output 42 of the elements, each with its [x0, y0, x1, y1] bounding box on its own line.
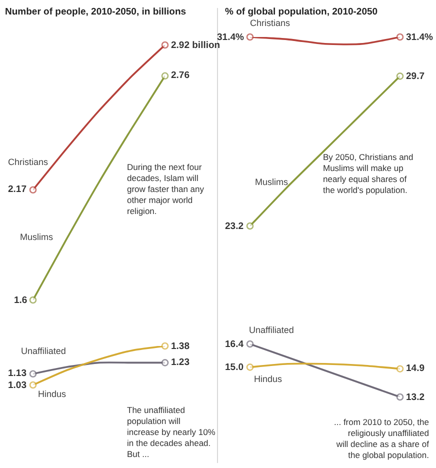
- series-label: Christians: [8, 157, 49, 167]
- point: [246, 364, 254, 371]
- point: [161, 342, 169, 350]
- data-label: 31.4%: [406, 32, 434, 43]
- point: [246, 340, 254, 348]
- data-label: 1.13: [8, 368, 26, 379]
- point: [29, 381, 37, 389]
- point: [396, 365, 404, 372]
- series-label: Hindus: [254, 374, 283, 384]
- data-label: 1.23: [171, 357, 190, 368]
- data-label: 1.38: [171, 341, 190, 352]
- series-label: Unaffiliated: [249, 325, 294, 335]
- data-label: 15.0: [225, 362, 244, 373]
- point: [29, 370, 37, 378]
- chart-title: % of global population, 2010-2050: [225, 6, 378, 18]
- chart-title: Number of people, 2010-2050, in billions: [5, 6, 186, 18]
- series-label: Muslims: [20, 232, 54, 242]
- data-label: 14.9: [406, 363, 424, 374]
- point: [161, 72, 169, 80]
- series-label: Unaffiliated: [21, 346, 66, 356]
- data-label: 29.7: [406, 71, 424, 82]
- text: ... from 2010 to 2050, the religiously unaffiliated will decline as a share of the global population.: [334, 417, 430, 460]
- point: [161, 359, 169, 366]
- data-label: 1.03: [8, 380, 26, 391]
- point: [29, 296, 37, 304]
- data-label: 23.2: [225, 221, 244, 232]
- point: [396, 393, 404, 401]
- data-label: 31.4%: [217, 32, 244, 43]
- series-label: Christians: [250, 18, 291, 28]
- data-label: 16.4: [225, 339, 244, 350]
- data-label: 1.6: [14, 295, 28, 306]
- text: The unaffiliated population will increase by nearly 10% in the decades ahead. But ...: [127, 405, 216, 460]
- data-label: 13.2: [406, 392, 424, 403]
- data-label: 2.76: [171, 70, 190, 81]
- data-label: 2.17: [8, 184, 26, 195]
- point: [161, 41, 169, 49]
- data-label: 2.92 billion: [171, 40, 220, 51]
- annotation: By 2050, Christians and Muslims will make up nearly equal shares of the world's population.: [323, 152, 414, 196]
- series-label: Muslims: [255, 177, 288, 187]
- point: [29, 186, 37, 194]
- annotation: During the next four decades, Islam will grow faster than any other major world religion.: [127, 162, 205, 216]
- series-label: Hindus: [38, 389, 67, 399]
